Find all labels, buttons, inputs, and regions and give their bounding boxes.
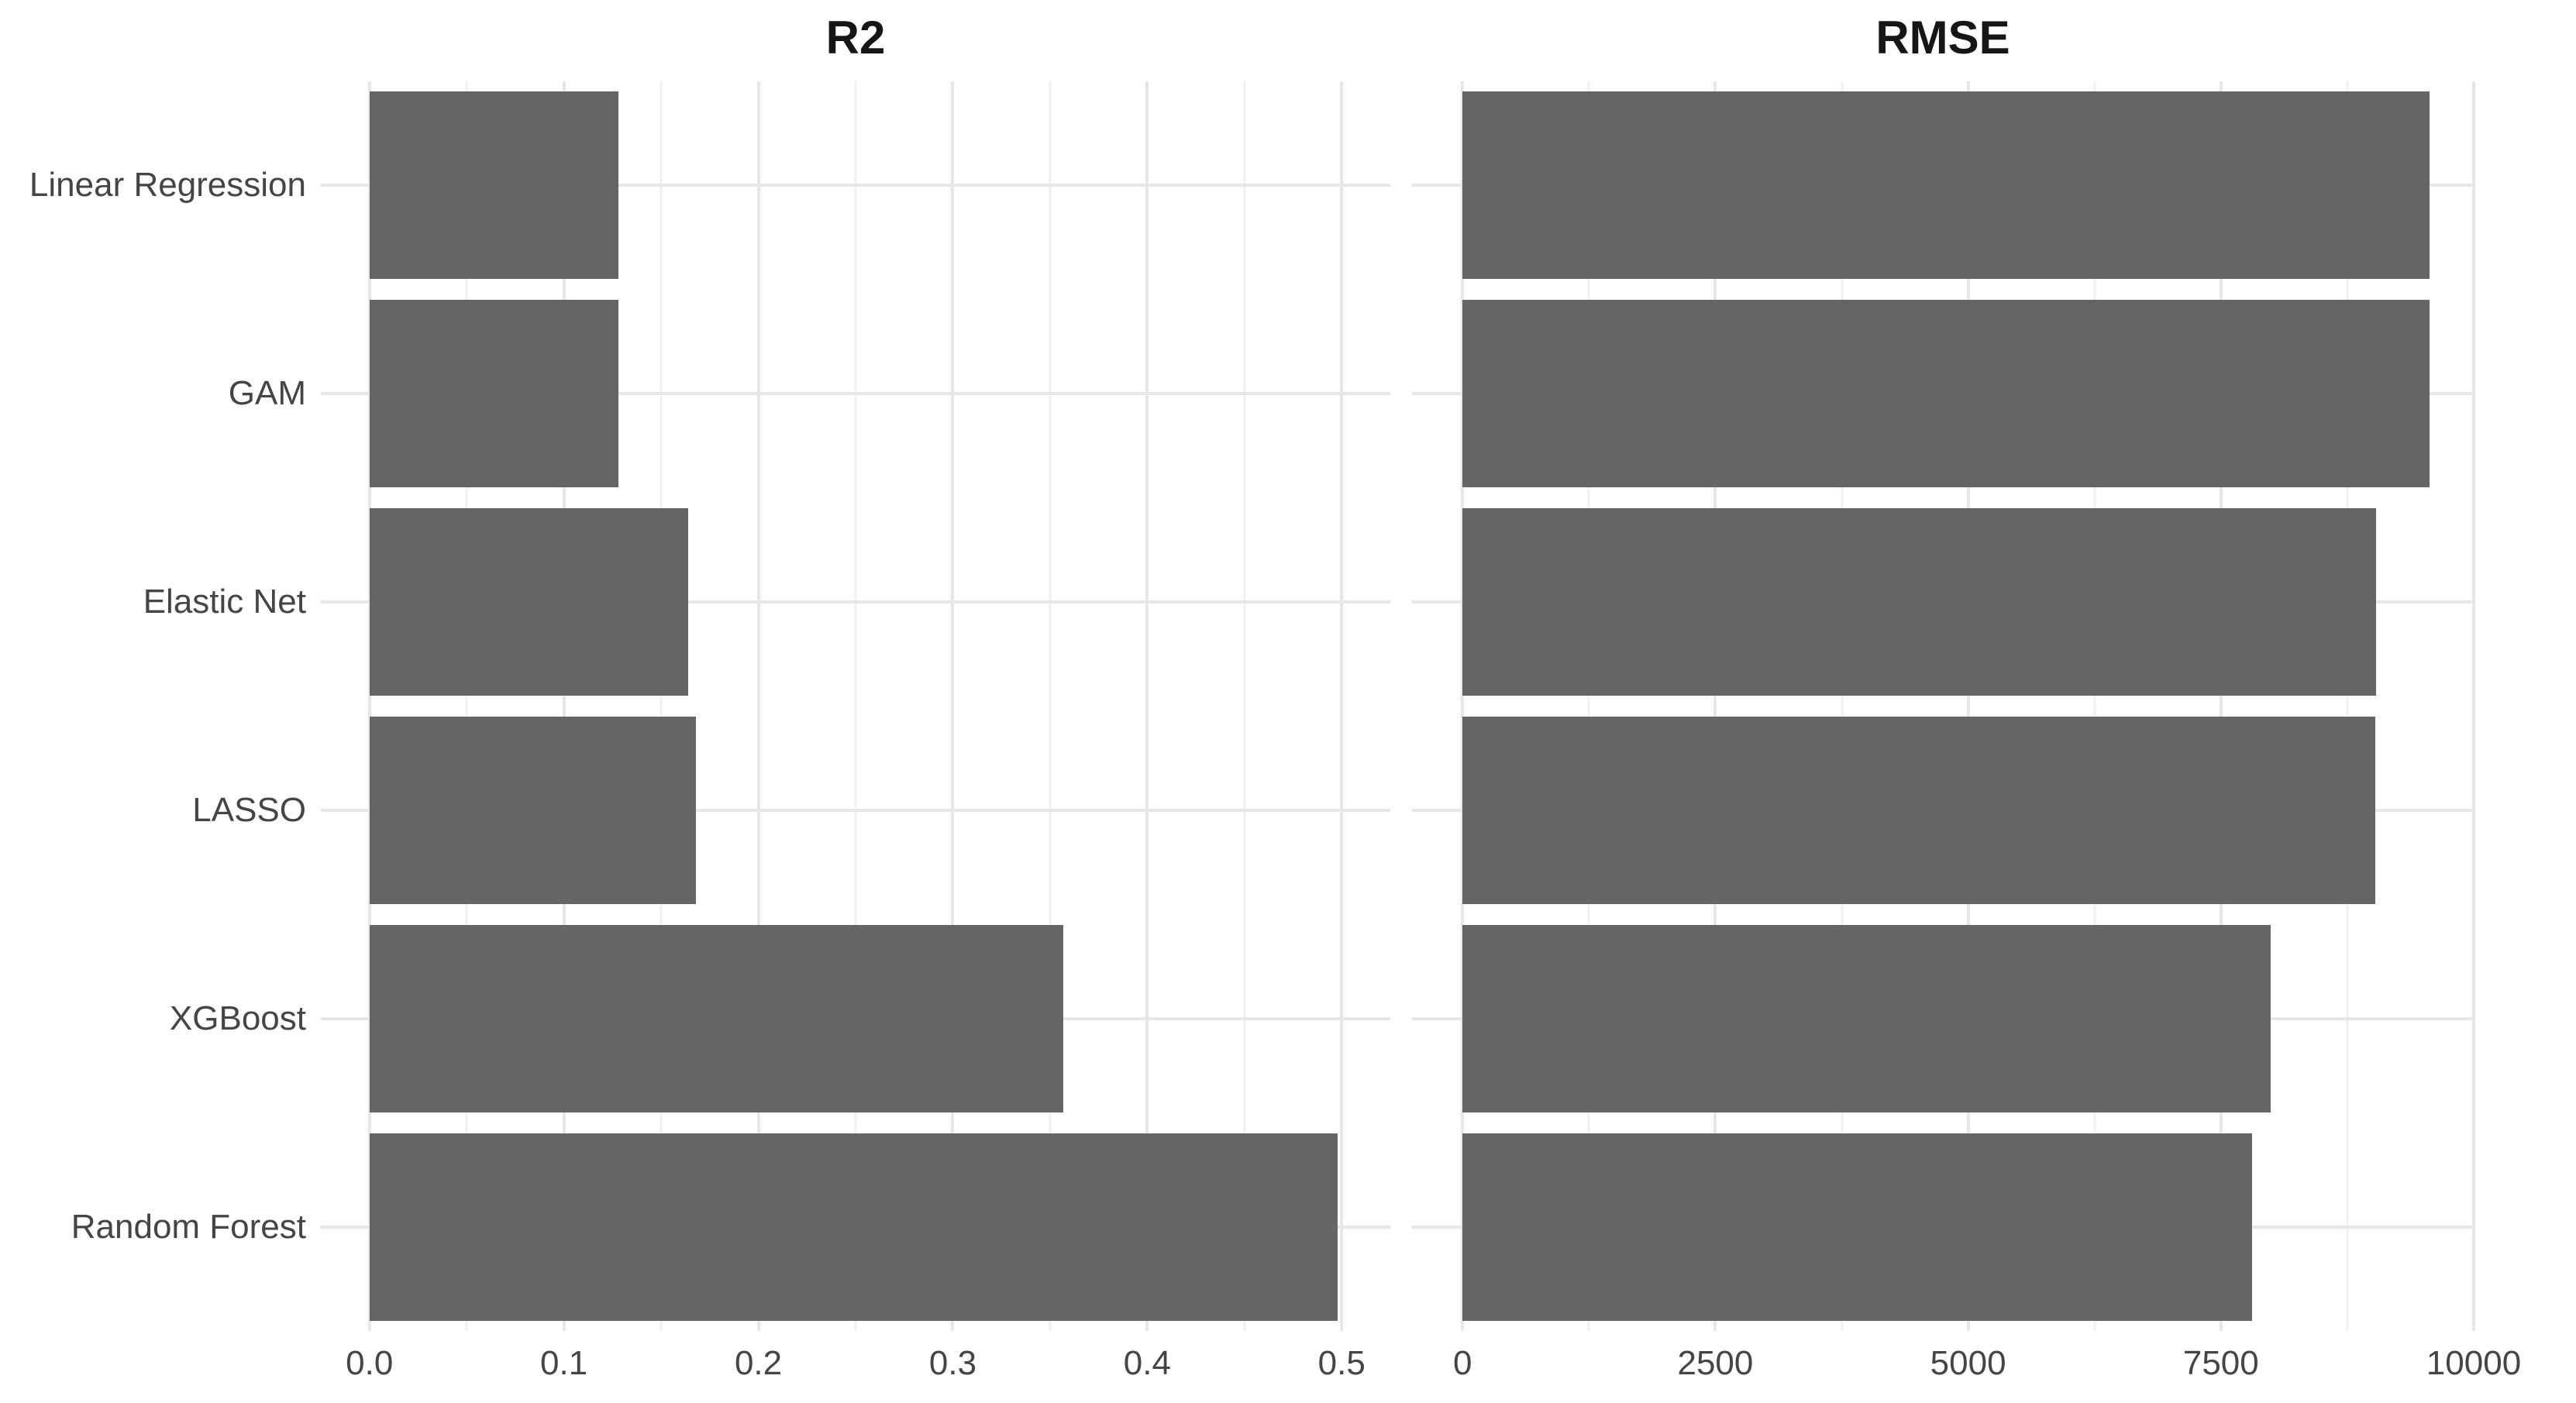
facet-panel-r2 — [321, 81, 1390, 1331]
gridline-x-minor — [854, 81, 857, 1331]
facet-title-r2: R2 — [825, 12, 886, 64]
x-tick-label: 0.2 — [734, 1344, 783, 1382]
bar-r2-gam — [369, 300, 618, 488]
bar-rmse-lasso — [1462, 716, 2376, 904]
gridline-x-minor — [2093, 81, 2096, 1331]
gridline-x-minor — [1587, 81, 1590, 1331]
x-tick-label: 5000 — [1930, 1344, 2006, 1382]
x-tick-label: 2500 — [1677, 1344, 1754, 1382]
bar-r2-elastic-net — [369, 508, 689, 696]
y-axis-label-linear-regression: Linear Regression — [29, 166, 306, 205]
bar-rmse-random-forest — [1462, 1133, 2253, 1321]
x-tick-label: 7500 — [2182, 1344, 2259, 1382]
gridline-x-major — [2472, 81, 2475, 1331]
gridline-y-major — [321, 392, 1390, 396]
gridline-x-minor — [2346, 81, 2349, 1331]
bar-rmse-elastic-net — [1462, 508, 2377, 696]
bar-rmse-linear-regression — [1462, 91, 2430, 280]
gridline-x-major — [951, 81, 955, 1331]
gridline-x-major — [2219, 81, 2223, 1331]
y-axis-label-xgboost: XGBoost — [169, 999, 306, 1037]
x-tick-label: 0.5 — [1317, 1344, 1365, 1382]
gridline-x-major — [367, 81, 371, 1331]
facet-title-rmse: RMSE — [1875, 12, 2010, 64]
gridline-x-minor — [659, 81, 663, 1331]
gridline-y-major — [321, 808, 1390, 812]
x-tick-label: 0 — [1452, 1344, 1472, 1382]
gridline-x-major — [1713, 81, 1717, 1331]
bar-r2-xgboost — [369, 924, 1064, 1112]
y-axis-label-gam: GAM — [228, 374, 306, 413]
gridline-y-major — [321, 600, 1390, 604]
bar-rmse-xgboost — [1462, 924, 2271, 1112]
gridline-y-major — [321, 184, 1390, 187]
gridline-x-minor — [1841, 81, 1844, 1331]
gridline-x-major — [756, 81, 760, 1331]
x-tick-label: 10000 — [2426, 1344, 2522, 1382]
gridline-x-minor — [1243, 81, 1246, 1331]
bar-r2-lasso — [369, 716, 697, 904]
x-tick-label: 0.1 — [540, 1344, 588, 1382]
gridline-x-major — [1461, 81, 1465, 1331]
bar-r2-linear-regression — [369, 91, 618, 280]
gridline-x-major — [1340, 81, 1344, 1331]
y-axis-label-lasso: LASSO — [192, 790, 306, 829]
x-tick-label: 0.4 — [1123, 1344, 1171, 1382]
x-tick-label: 0.3 — [928, 1344, 977, 1382]
facet-panel-rmse — [1412, 81, 2475, 1331]
gridline-x-major — [1966, 81, 1970, 1331]
gridline-x-minor — [1049, 81, 1052, 1331]
gridline-x-major — [562, 81, 566, 1331]
gridline-x-major — [1145, 81, 1149, 1331]
bar-r2-random-forest — [369, 1133, 1338, 1321]
x-tick-label: 0.0 — [346, 1344, 394, 1382]
y-axis-label-random-forest: Random Forest — [71, 1207, 306, 1246]
bar-rmse-gam — [1462, 300, 2430, 488]
gridline-x-minor — [465, 81, 468, 1331]
y-axis-label-elastic-net: Elastic Net — [143, 583, 306, 621]
